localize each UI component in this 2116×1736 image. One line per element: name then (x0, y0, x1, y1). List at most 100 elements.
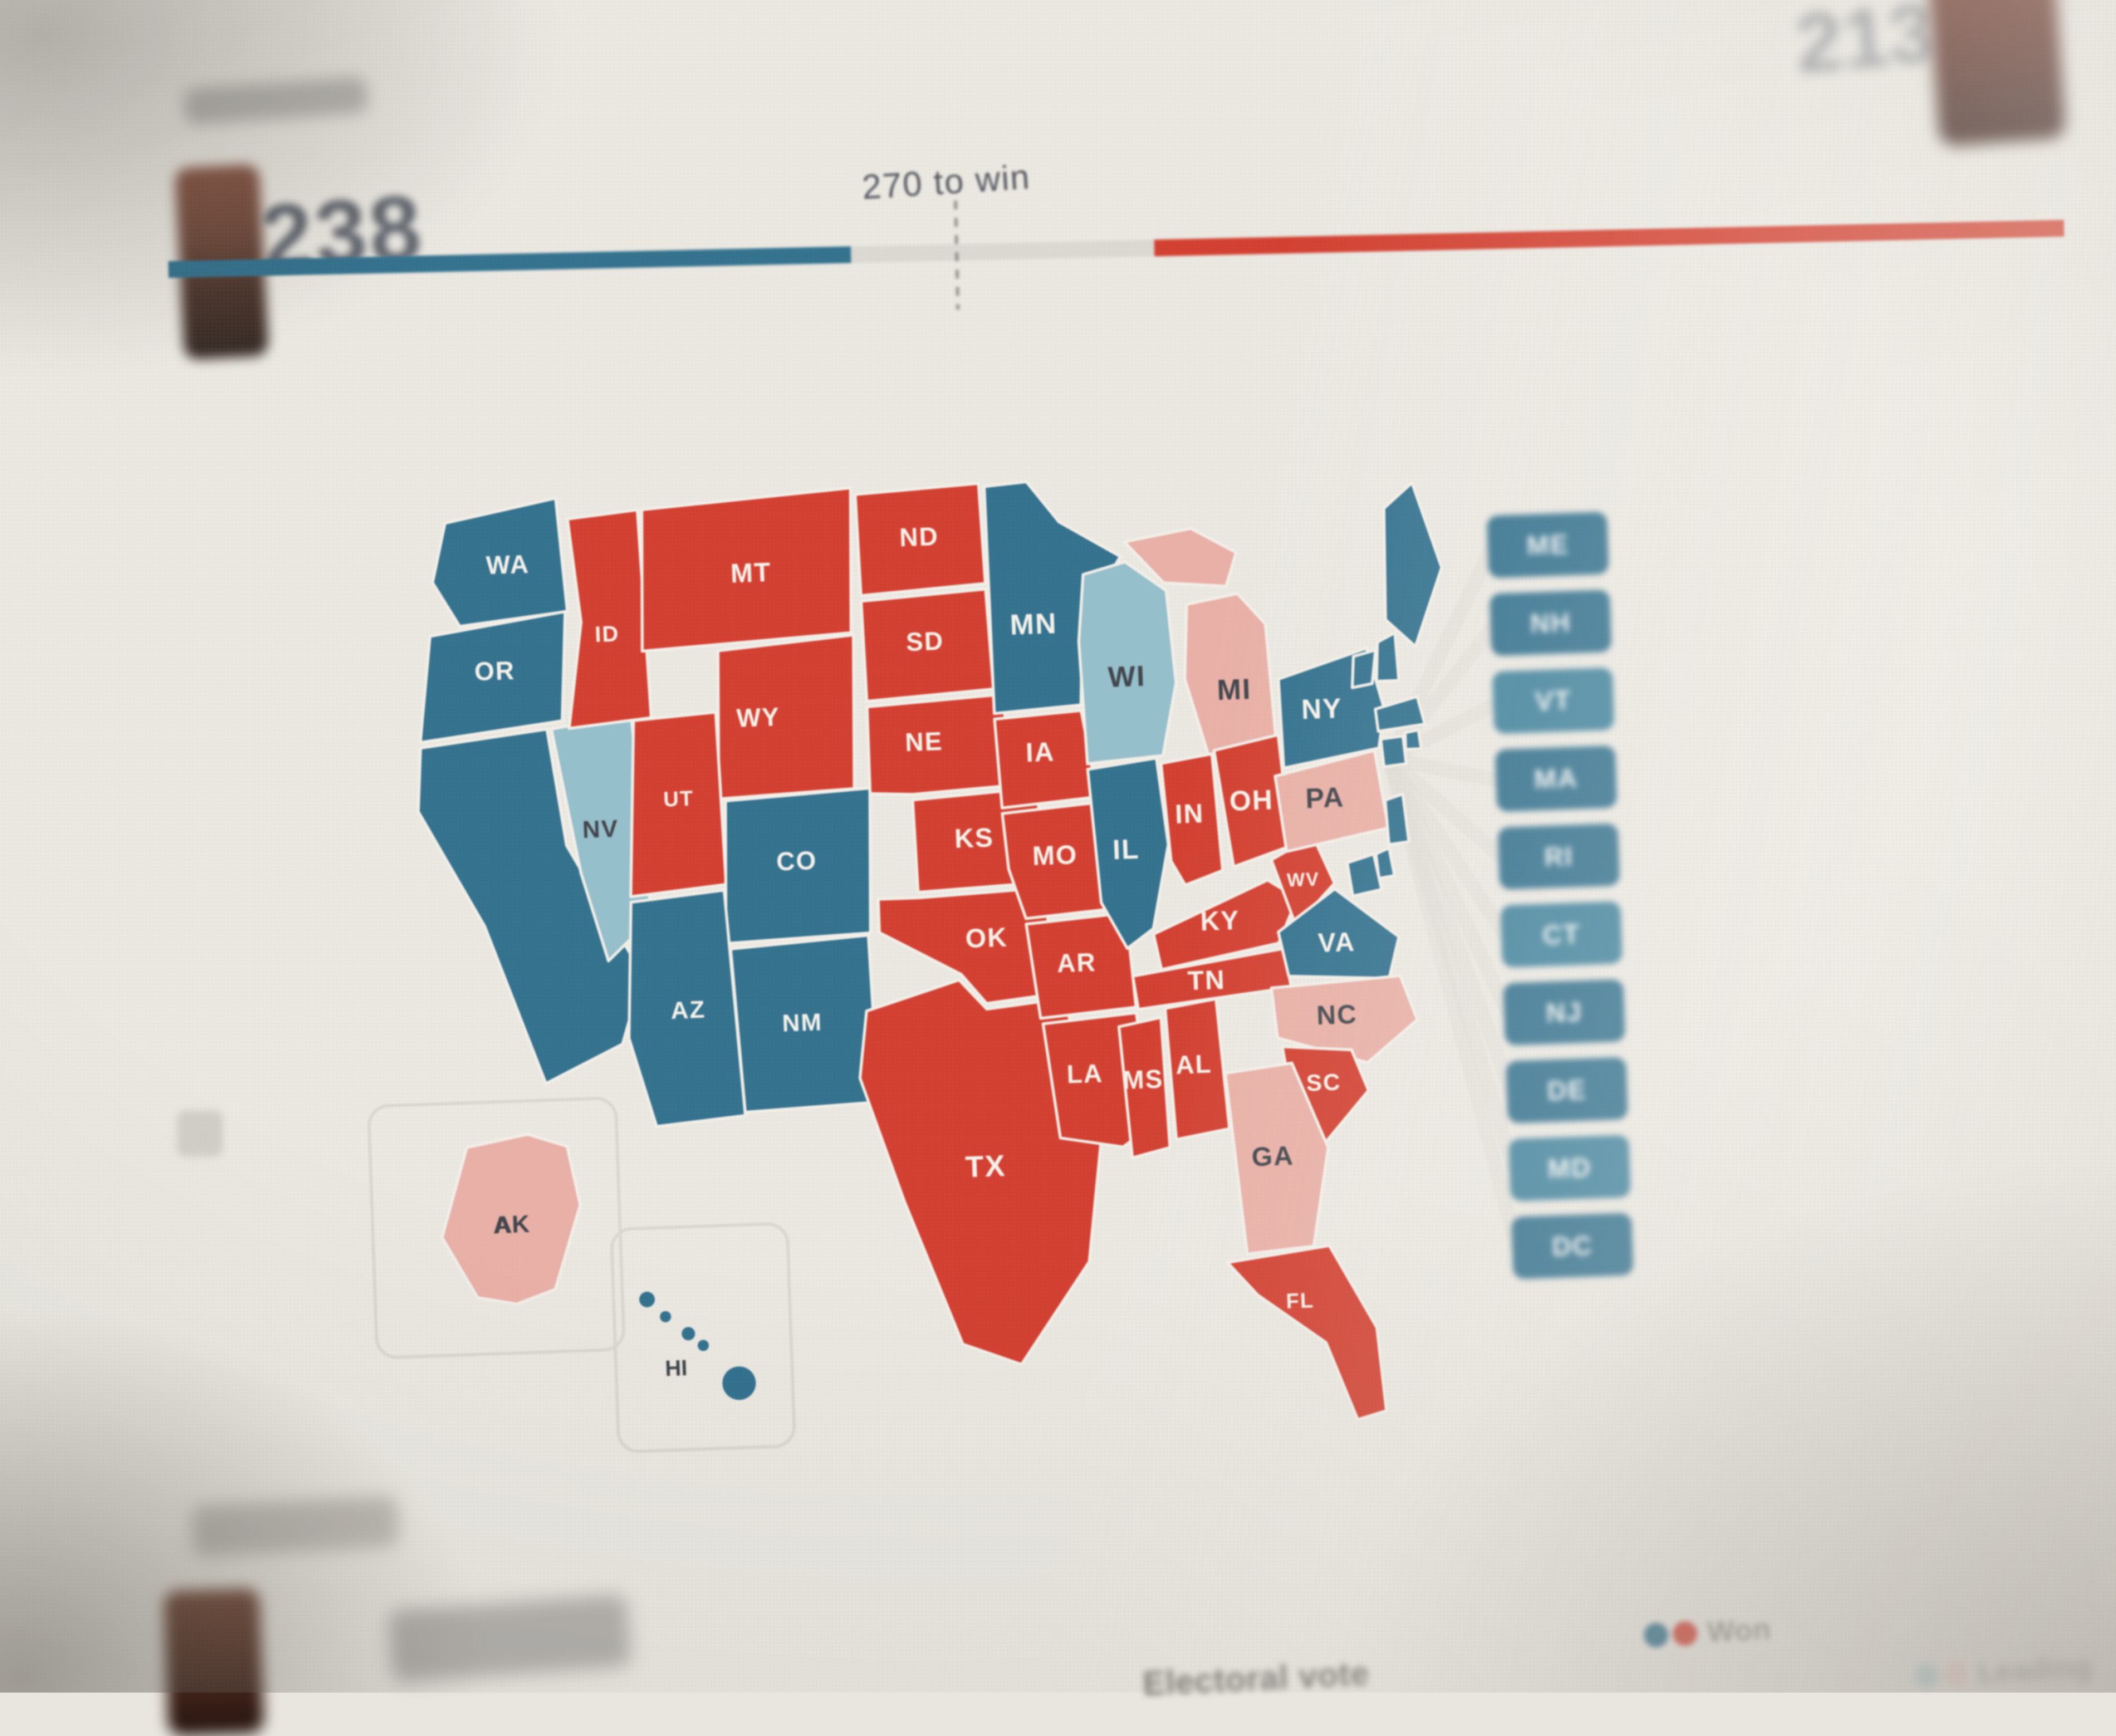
state-in[interactable]: IN (1159, 752, 1224, 887)
alaska-inset: AK AK (367, 1096, 625, 1359)
alaska-label: AK (494, 1210, 530, 1239)
hawaii-inset[interactable]: HI (610, 1222, 796, 1453)
legend-leading: Leading (1914, 1650, 2094, 1693)
state-label-in: IN (1174, 799, 1204, 830)
callout-label-nj: NJ (1545, 998, 1583, 1028)
callout-de[interactable]: DE (1506, 1057, 1628, 1124)
state-co[interactable]: CO (721, 786, 875, 945)
state-fl[interactable]: FL (1226, 1244, 1388, 1424)
state-label-ok: OK (965, 923, 1008, 954)
legend-won: Won (1643, 1612, 1772, 1652)
won-label: Won (1706, 1613, 1772, 1649)
state-label-nc: NC (1316, 1000, 1358, 1031)
state-label-mo: MO (1032, 840, 1078, 871)
gop-bar-segment (1154, 219, 2064, 257)
callout-ri[interactable]: RI (1497, 823, 1620, 890)
state-label-tx: TX (965, 1149, 1007, 1184)
state-label-mt: MT (730, 558, 772, 589)
state-al[interactable]: AL (1163, 997, 1231, 1141)
dem-won-dot (1643, 1622, 1669, 1648)
state-label-ks: KS (954, 823, 994, 854)
state-label-nd: ND (899, 522, 939, 552)
callout-nj[interactable]: NJ (1503, 979, 1625, 1046)
state-az[interactable]: AZ (624, 889, 747, 1128)
state-label-az: AZ (670, 996, 706, 1024)
state-label-ar: AR (1056, 948, 1096, 978)
callout-label-ct: CT (1542, 920, 1581, 950)
state-sd[interactable]: SD (859, 587, 995, 703)
state-wa[interactable]: WA (430, 497, 569, 628)
electoral-vote-label: Electoral vote (1142, 1654, 1370, 1703)
hawaii-island[interactable] (697, 1340, 709, 1351)
callout-md[interactable]: MD (1508, 1135, 1631, 1202)
state-label-ut: UT (663, 787, 694, 812)
callout-vt[interactable]: VT (1492, 668, 1615, 734)
state-label-nv: NV (582, 815, 619, 844)
right-candidate-electoral-votes: 213 (1792, 0, 1939, 91)
state-label-ky: KY (1200, 906, 1240, 936)
callout-me[interactable]: ME (1487, 512, 1609, 578)
state-label-ny: NY (1301, 693, 1343, 725)
state-label-co: CO (776, 846, 817, 876)
state-label-wy: WY (736, 702, 781, 733)
state-nd[interactable]: ND (854, 482, 987, 597)
dem-leading-dot (1914, 1663, 1940, 1689)
callout-label-ri: RI (1544, 842, 1574, 872)
state-ut[interactable]: UT (624, 710, 728, 899)
state-ct[interactable] (1379, 734, 1408, 768)
map-zoom-control[interactable] (177, 1111, 223, 1156)
electoral-progress-bar (168, 200, 2064, 310)
state-label-la: LA (1066, 1058, 1104, 1088)
state-label-oh: OH (1229, 784, 1274, 817)
gop-won-dot (1672, 1620, 1698, 1647)
leading-label: Leading (1977, 1650, 2094, 1689)
callout-ma[interactable]: MA (1495, 746, 1617, 812)
callout-label-vt: VT (1535, 686, 1572, 717)
callout-label-md: MD (1547, 1153, 1592, 1184)
state-label-va: VA (1317, 928, 1356, 958)
state-ne[interactable]: NE (865, 693, 1014, 796)
state-label-nm: NM (782, 1008, 823, 1037)
hawaii-island[interactable] (682, 1327, 695, 1341)
state-ia[interactable]: IA (993, 709, 1099, 810)
state-label-ia: IA (1025, 738, 1055, 768)
callout-label-nh: NH (1530, 608, 1571, 639)
blurred-candidate-name (387, 1594, 632, 1683)
callout-ct[interactable]: CT (1500, 901, 1623, 968)
state-me[interactable] (1381, 481, 1444, 648)
state-label-al: AL (1175, 1049, 1212, 1079)
state-label-sd: SD (905, 626, 944, 656)
right-candidate-avatar (1927, 0, 2066, 147)
state-mt[interactable]: MT (637, 486, 856, 653)
state-label-wi: WI (1108, 660, 1147, 694)
state-label-pa: PA (1305, 782, 1345, 814)
state-label-ms: MS (1122, 1065, 1164, 1095)
to-win-label: 270 to win (861, 158, 1032, 207)
state-nh[interactable] (1375, 631, 1400, 683)
state-nm[interactable]: NM (729, 934, 880, 1114)
callout-dc[interactable]: DC (1511, 1213, 1634, 1279)
state-ri[interactable] (1403, 728, 1423, 751)
state-label-ne: NE (905, 727, 944, 757)
callout-label-ma: MA (1534, 764, 1578, 795)
blurred-section-label (183, 76, 369, 126)
state-mi[interactable]: MI (1182, 592, 1278, 761)
state-or[interactable]: OR (416, 610, 570, 744)
electoral-map: WA OR NV ID MT WY UT CO AZ NM ND SD NE KS OK TX MN IA MO AR… (337, 426, 1712, 1586)
state-id[interactable]: ID (562, 508, 653, 730)
state-label-mn: MN (1010, 607, 1058, 641)
state-label-wv: WV (1286, 869, 1320, 891)
state-wy[interactable]: WY (713, 633, 859, 801)
state-label-il: IL (1112, 833, 1140, 866)
state-label-wa: WA (486, 550, 530, 580)
callout-nh[interactable]: NH (1490, 590, 1612, 656)
state-label-id: ID (595, 622, 620, 648)
hawaii-island[interactable] (639, 1291, 655, 1308)
gop-leading-dot (1942, 1661, 1969, 1687)
state-vt[interactable] (1350, 649, 1377, 689)
hawaii-big-island[interactable] (722, 1366, 756, 1400)
hawaii-island[interactable] (660, 1311, 672, 1323)
state-wi[interactable]: WI (1076, 560, 1178, 766)
callout-label-me: ME (1526, 530, 1570, 561)
